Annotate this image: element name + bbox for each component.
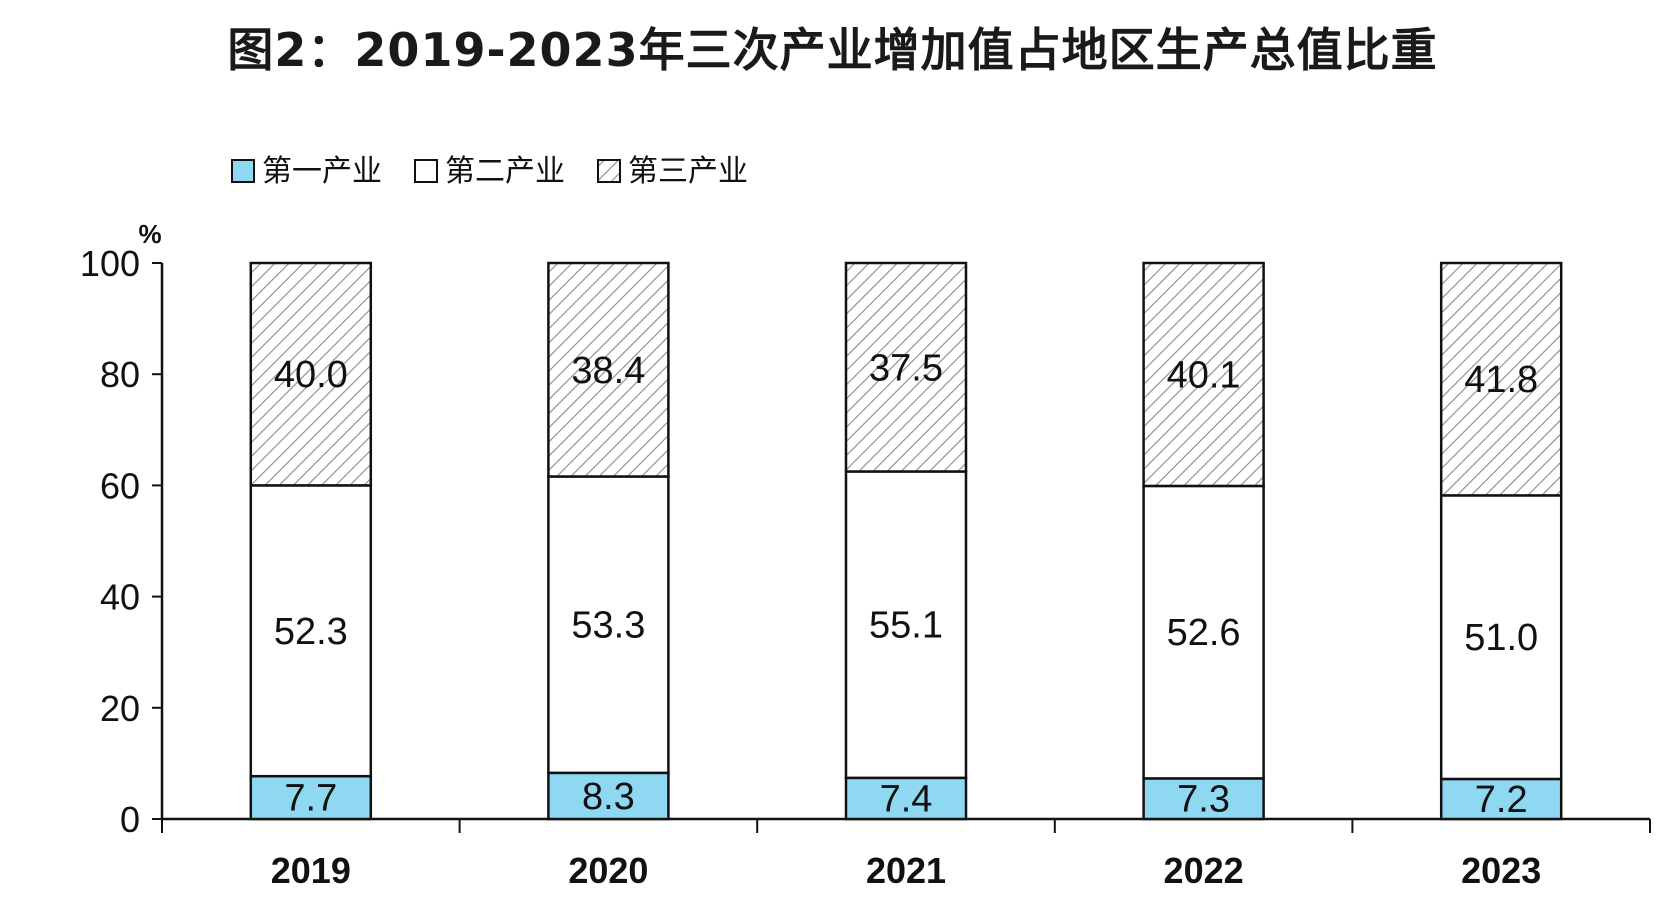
bar-segment-2 [547,475,670,775]
bars [249,261,1563,821]
bar-segment-3 [547,261,670,478]
data-label-2: 55.1 [869,605,943,647]
y-tick-label: 80 [100,354,140,395]
data-label-3: 38.4 [571,350,645,392]
bar-segment-1 [1439,777,1563,821]
bar-segment-1 [249,774,373,821]
x-category-label: 2019 [271,850,351,891]
data-label-1: 7.7 [284,778,337,820]
bar-segment-2 [1142,484,1265,780]
chart-title: 图2：2019-2023年三次产业增加值占地区生产总值比重 [227,23,1438,77]
bar-segment-2 [249,484,373,778]
bar-segment-3 [1439,261,1563,497]
y-tick-label: 40 [100,577,140,618]
data-label-1: 8.3 [582,776,635,818]
bar-segment-3 [1142,261,1265,488]
legend-swatch-2 [414,159,438,183]
legend-label-3: 第三产业 [628,154,748,189]
legend-swatch-3 [597,159,621,183]
data-labels: 7.7 52.3 40.0 8.3 53.3 38.4 7.4 55.1 37.5 7.3 52.6… [274,347,1538,821]
bar-segment-3 [844,261,968,473]
bar-segment-1 [547,771,670,821]
y-tick-label: 20 [100,688,140,729]
data-label-3: 41.8 [1464,359,1538,401]
data-label-3: 40.0 [274,354,348,396]
data-label-3: 40.1 [1167,354,1241,396]
legend: 第一产业 第二产业 第三产业 [231,154,748,189]
data-label-3: 37.5 [869,347,943,389]
bar-segment-2 [1439,494,1563,781]
x-category-label: 2021 [866,850,946,891]
data-label-2: 53.3 [571,605,645,647]
data-label-1: 7.3 [1177,779,1230,821]
x-category-label: 2022 [1164,850,1244,891]
data-label-2: 51.0 [1464,617,1538,659]
y-tick-label: 60 [100,465,140,506]
bar-segment-1 [1142,777,1265,821]
bar-segment-2 [844,470,968,780]
data-label-2: 52.6 [1167,612,1241,654]
data-label-1: 7.2 [1475,779,1528,821]
bar-segment-3 [249,261,373,487]
x-category-label: 2020 [568,850,648,891]
y-tick-label: 0 [120,799,140,840]
legend-label-2: 第二产业 [445,154,565,189]
data-label-2: 52.3 [274,611,348,653]
legend-swatch-1 [231,159,255,183]
y-tick-label: 100 [80,243,140,284]
legend-label-1: 第一产业 [262,154,382,189]
y-axis-unit-label: % [138,219,161,249]
bar-segment-1 [844,776,968,821]
data-label-1: 7.4 [880,778,933,820]
x-category-label: 2023 [1461,850,1541,891]
